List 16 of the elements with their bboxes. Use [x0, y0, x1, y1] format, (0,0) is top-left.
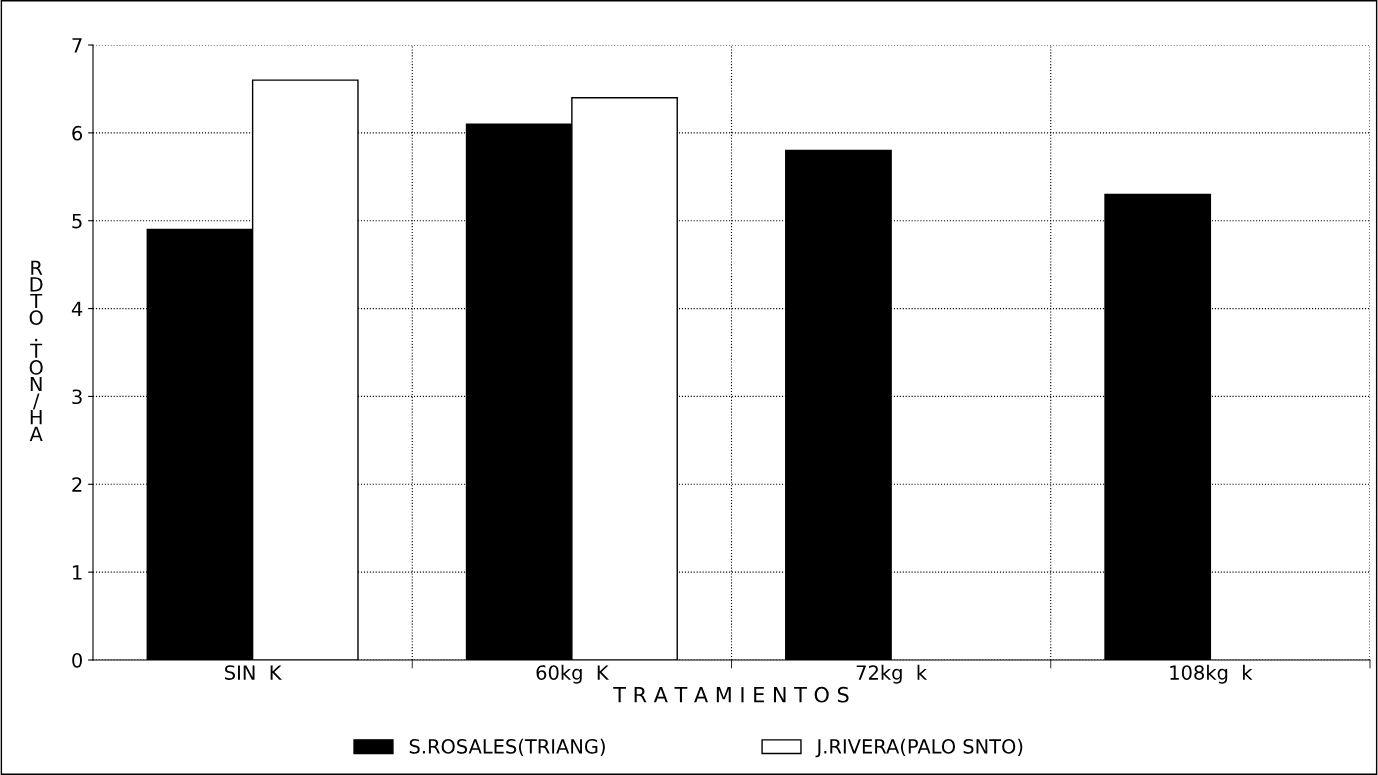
y-tick-label: 7 [72, 38, 82, 53]
y-tick-label: 1 [73, 565, 82, 580]
x-tick-label: 72kg k [856, 664, 928, 684]
x-axis-title: T R A T A M I E N T O S [613, 686, 849, 703]
y-tick-label: 2 [72, 477, 82, 492]
y-tick-label: 4 [71, 301, 83, 316]
legend-label: J.RIVERA(PALO SNTO) [815, 738, 1023, 758]
x-tick-label: 60kg K [536, 664, 610, 684]
y-tick-label: 5 [72, 213, 82, 229]
legend-label: S.ROSALES(TRIANG) [409, 738, 605, 757]
x-tick-label: SIN K [225, 665, 282, 680]
y-tick-label: 3 [72, 389, 82, 405]
y-tick-label: 6 [72, 125, 83, 141]
y-tick-label: 0 [72, 652, 82, 668]
x-tick-label: 108kg k [1170, 664, 1253, 684]
text: RDTO.TON/HA [29, 260, 43, 441]
